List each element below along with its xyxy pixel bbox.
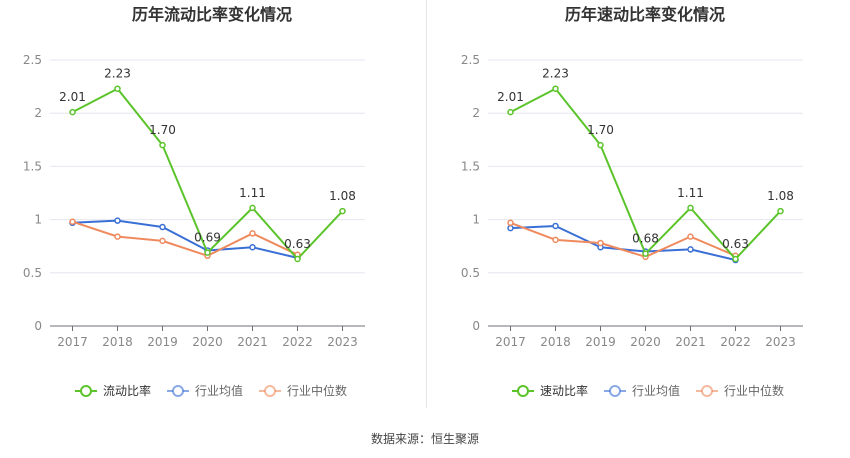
data-label: 0.63 [722, 237, 749, 251]
legend-label: 行业中位数 [724, 383, 784, 398]
y-tick-label: 1.5 [23, 159, 42, 173]
legend-marker-icon [264, 385, 276, 397]
x-tick-label: 2021 [237, 335, 268, 349]
data-point [687, 233, 694, 240]
legend-marker-icon [701, 385, 713, 397]
data-point [249, 244, 256, 251]
data-point [114, 217, 121, 224]
data-point [69, 218, 76, 225]
data-point [159, 237, 166, 245]
data-point [294, 255, 301, 263]
data-point [114, 233, 121, 240]
panel-divider [426, 0, 427, 408]
y-tick-label: 2.5 [23, 53, 42, 67]
data-point [114, 85, 121, 92]
legend-marker-icon [172, 385, 184, 397]
data-label: 2.23 [542, 67, 569, 81]
x-tick-label: 2020 [192, 335, 223, 349]
data-point [204, 249, 211, 256]
data-label: 1.08 [767, 189, 794, 203]
y-tick-label: 2 [34, 106, 42, 120]
data-label: 1.11 [677, 186, 704, 200]
data-label: 0.63 [284, 237, 311, 251]
y-tick-label: 1 [472, 213, 480, 227]
data-point [552, 222, 559, 230]
y-tick-label: 0.5 [23, 266, 42, 280]
y-tick-label: 0 [34, 319, 42, 333]
data-point [507, 224, 514, 232]
data-point [249, 230, 256, 237]
data-point [507, 219, 514, 227]
data-point [507, 108, 514, 116]
y-tick-label: 2.5 [461, 53, 480, 67]
y-tick-label: 2 [472, 106, 480, 120]
legend-label: 速动比率 [540, 383, 588, 398]
x-tick-label: 2022 [282, 335, 313, 349]
data-point [159, 223, 166, 231]
series-line [72, 220, 298, 257]
data-point [159, 141, 166, 149]
x-tick-label: 2018 [540, 335, 571, 349]
legend-label: 行业中位数 [287, 383, 347, 398]
x-tick-label: 2021 [675, 335, 706, 349]
data-point [552, 85, 559, 92]
series-line [72, 219, 298, 259]
legend-label: 流动比率 [103, 383, 151, 398]
data-point [552, 236, 559, 244]
x-tick-label: 2018 [102, 335, 133, 349]
data-point [249, 204, 256, 212]
data-point [339, 207, 346, 215]
x-tick-label: 2019 [147, 335, 178, 349]
chart-title: 历年速动比率变化情况 [565, 5, 725, 24]
legend-marker-icon [517, 385, 529, 397]
data-label: 1.08 [329, 189, 356, 203]
data-label: 0.68 [632, 232, 659, 246]
data-point [69, 108, 76, 116]
legend-label: 行业均值 [195, 383, 243, 398]
x-tick-label: 2017 [57, 335, 88, 349]
data-label: 1.70 [149, 123, 176, 137]
data-label: 1.11 [239, 186, 266, 200]
x-tick-label: 2019 [585, 335, 616, 349]
y-tick-label: 1.5 [461, 159, 480, 173]
series-line [510, 224, 736, 262]
data-point [597, 141, 604, 149]
y-tick-label: 0 [472, 319, 480, 333]
legend-label: 行业均值 [632, 383, 680, 398]
data-label: 2.01 [59, 90, 86, 104]
x-tick-label: 2023 [765, 335, 796, 349]
x-tick-label: 2022 [720, 335, 751, 349]
chart-title: 历年流动比率变化情况 [132, 5, 292, 24]
x-tick-label: 2023 [327, 335, 358, 349]
x-tick-label: 2017 [495, 335, 526, 349]
legend-marker-icon [80, 385, 92, 397]
data-point [597, 239, 604, 247]
y-tick-label: 0.5 [461, 266, 480, 280]
data-label: 1.70 [587, 123, 614, 137]
data-label: 2.23 [104, 67, 131, 81]
y-tick-label: 1 [34, 213, 42, 227]
data-point [687, 204, 694, 212]
series-line [510, 221, 736, 258]
data-point [777, 207, 784, 215]
data-point [687, 246, 694, 253]
data-label: 2.01 [497, 90, 524, 104]
data-point [732, 255, 739, 263]
data-label: 0.69 [194, 231, 221, 245]
legend-marker-icon [609, 385, 621, 397]
x-tick-label: 2020 [630, 335, 661, 349]
data-source-note: 数据来源：恒生聚源 [370, 432, 479, 446]
data-point [642, 250, 649, 257]
